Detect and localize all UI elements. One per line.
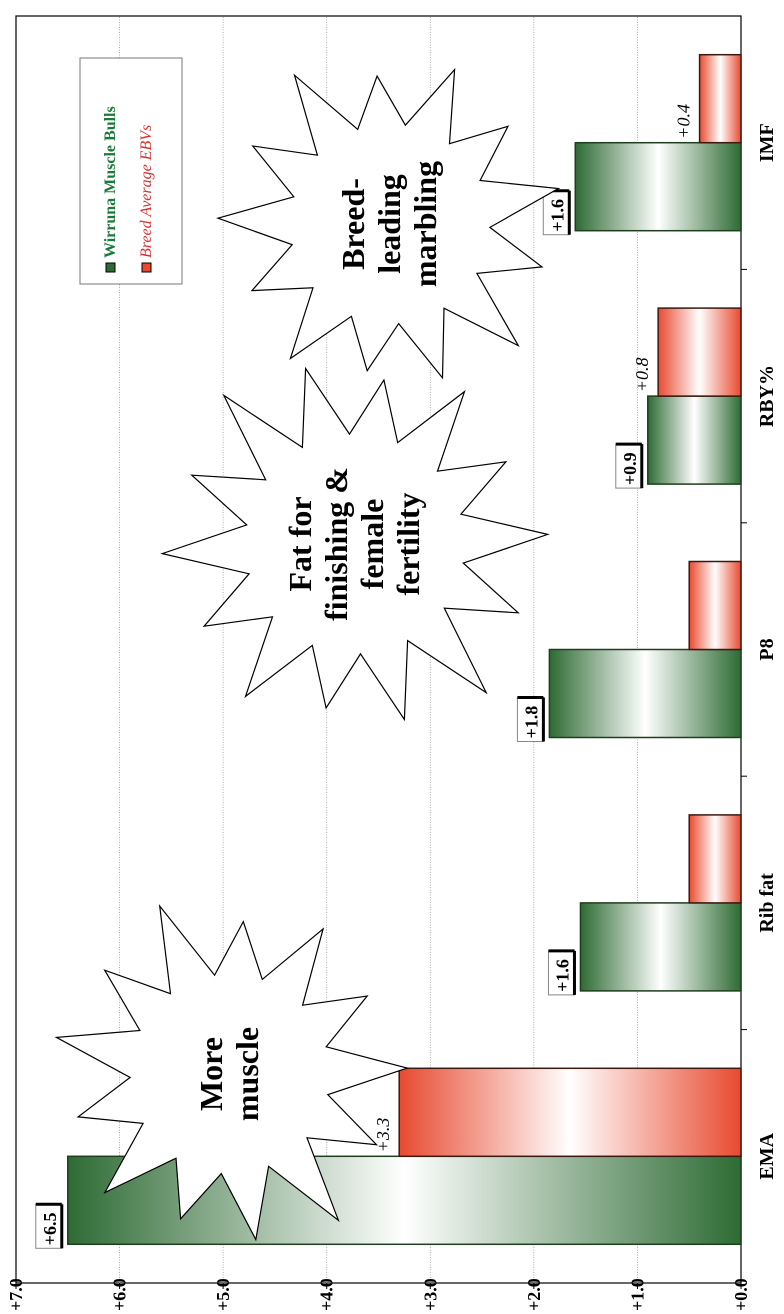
bar-series1 — [68, 1156, 741, 1244]
callout-text: Breed- — [335, 178, 371, 270]
callout-text: Fat for — [282, 496, 318, 591]
category-label: P8 — [756, 638, 778, 660]
callout-text: fertility — [390, 492, 426, 595]
bar-series2 — [689, 562, 741, 650]
bar-series1 — [580, 903, 741, 991]
legend-box — [80, 58, 182, 284]
tick-label: +4.0 — [317, 1278, 337, 1311]
tick-label: +0.0 — [731, 1278, 751, 1311]
legend-swatch-series1 — [106, 263, 115, 272]
callout-text: leading — [371, 174, 407, 274]
callout-text: marbling — [407, 161, 443, 287]
data-label-series1: +1.6 — [552, 959, 572, 992]
data-label-series2: +3.3 — [373, 1118, 393, 1153]
bar-series1 — [648, 396, 741, 484]
tick-label: +2.0 — [524, 1278, 544, 1311]
callout-text: More — [193, 1037, 229, 1111]
category-label: RBY% — [756, 365, 778, 427]
tick-label: +5.0 — [213, 1278, 233, 1311]
tick-label: +6.0 — [110, 1278, 130, 1311]
category-label: EMA — [756, 1132, 778, 1179]
data-label-series2: +0.8 — [632, 357, 652, 392]
legend-label-series1: Wirruna Muscle Bulls — [102, 106, 119, 258]
category-label: IMF — [756, 123, 778, 162]
legend-swatch-series2 — [142, 263, 151, 272]
bar-series2 — [689, 815, 741, 903]
data-label-series1: +1.6 — [547, 199, 567, 232]
callout-text: finishing & — [318, 467, 354, 621]
bar-series1 — [575, 143, 741, 231]
bar-series2 — [399, 1068, 741, 1156]
bar-series2 — [658, 308, 741, 396]
tick-label: +3.0 — [420, 1278, 440, 1311]
data-label-series2: +0.4 — [674, 104, 694, 139]
chart-rotated-group: +0.0 +1.0 +2.0 +3.0 +4.0 +5.0 +6.0 +7.0 +6.5 +3.3… — [6, 16, 778, 1311]
bar-series1 — [549, 650, 741, 738]
data-label-series1: +0.9 — [620, 452, 640, 485]
tick-label: +7.0 — [6, 1278, 26, 1311]
legend-label-series2: Breed Average EBVs — [138, 125, 155, 258]
bar-series2 — [700, 55, 741, 143]
category-label: Rib fat — [756, 873, 778, 933]
tick-label: +1.0 — [627, 1278, 647, 1311]
callout-text: muscle — [229, 1027, 265, 1121]
callout-text: female — [354, 499, 390, 590]
data-label-series1: +1.8 — [521, 706, 541, 739]
data-label-series1: +6.5 — [40, 1213, 60, 1246]
